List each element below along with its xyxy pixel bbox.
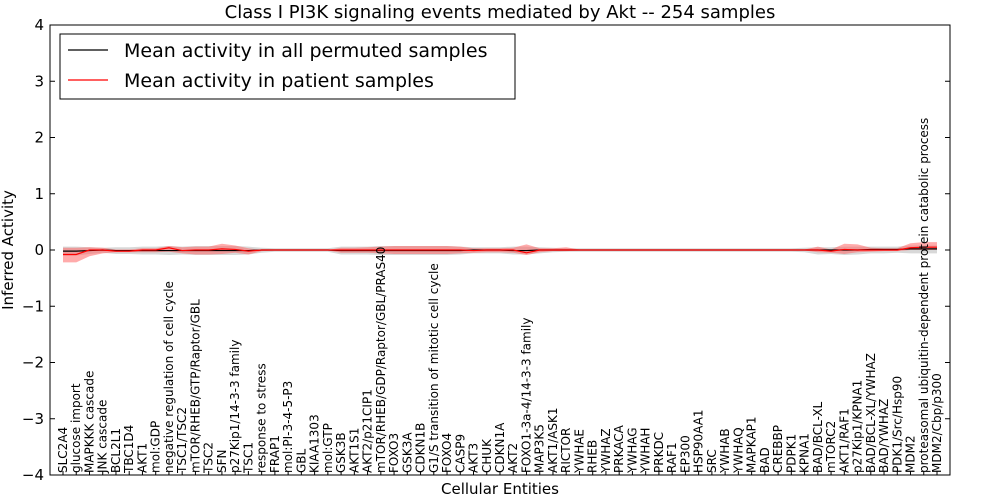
chart-title: Class I PI3K signaling events mediated b… [225,2,776,23]
x-tick-label: PRKDC [652,432,666,473]
x-tick-label: p27Kip1/KPNA1 [851,380,865,473]
x-tick-label: mTOR/RHEB/GTP/Raptor/GBL [188,299,202,473]
x-tick-label: CDKN1A [493,422,507,473]
y-tick-label: 1 [34,185,44,203]
x-tick-label: JNK cascade [96,400,110,474]
x-tick-label: KIAA1303 [308,414,322,473]
x-axis-tick-labels: SLC2A4 glucose import MAPKKK cascade JNK ca… [56,118,944,475]
x-tick-label: BAD/YWHAZ [877,399,891,473]
x-tick-label: SFN [215,450,229,474]
x-tick-label: MAPKKK cascade [82,371,96,473]
x-tick-label: CDKN1B [414,423,428,473]
x-tick-label: SRC [705,449,719,473]
x-tick-label: YWHAH [639,428,653,474]
x-tick-label: MDM2 [904,435,918,473]
x-tick-label: RHEB [586,440,600,473]
x-tick-label: p27Kip1/14-3-3 family [228,340,242,473]
x-tick-label: MAPKAP1 [745,416,759,473]
y-tick-label: −3 [22,410,44,428]
x-tick-label: FRAP1 [268,435,282,473]
x-tick-label: FOXO3 [387,433,401,473]
x-tick-label: FOXO1-3a-4/14-3-3 family [519,318,533,474]
y-axis: −4 −3 −2 −1 0 1 2 3 4 [22,16,950,484]
x-tick-label: MDM2/Cbp/p300 [930,373,944,473]
x-tick-label: GBL [294,448,308,473]
x-tick-label: EP300 [678,435,692,473]
x-tick-label: AKT3 [467,443,481,473]
series-line-2 [63,246,937,256]
y-tick-label: −1 [22,297,44,315]
series-lines [63,246,937,256]
x-tick-label: CHUK [480,438,494,473]
x-tick-label: CREBBP [771,425,785,473]
x-tick-label: YWHAB [718,428,732,474]
y-tick-label: −2 [22,354,44,372]
x-tick-label: KPNA1 [798,433,812,473]
x-tick-label: PDK1/Src/Hsp90 [890,376,904,473]
x-tick-label: AKT2/p21CIP1 [361,389,375,473]
legend-label-2: Mean activity in patient samples [124,70,434,92]
x-tick-label: CASP9 [453,434,467,473]
x-tick-label: FOXO4 [440,433,454,473]
x-tick-label: TSC1/TSC2 [175,407,189,474]
x-tick-label: BAD/BCL-XL [811,401,825,473]
y-tick-label: 2 [34,129,44,147]
x-tick-label: RICTOR [559,428,573,473]
y-tick-label: 4 [34,16,44,34]
x-tick-label: AKT1/RAF1 [837,408,851,473]
x-tick-label: mol:PI-3-4-5-P3 [281,381,295,473]
x-tick-label: mol:GTP [321,423,335,473]
x-tick-label: GSK3B [334,432,348,473]
x-tick-label: AKT1S1 [347,428,361,473]
y-tick-label: −4 [22,466,44,484]
series-band-2 [63,242,937,263]
x-tick-label: BAD/BCL-XL/YWHAZ [864,353,878,473]
y-axis-label: Inferred Activity [0,190,17,310]
x-tick-label: G1/S transition of mitotic cell cycle [427,263,441,473]
x-axis-label: Cellular Entities [441,480,559,498]
legend-label-1: Mean activity in all permuted samples [124,40,487,62]
y-tick-label: 0 [34,241,44,259]
series-bands [63,242,937,263]
x-tick-label: SLC2A4 [56,427,70,473]
x-tick-label: YWHAZ [599,428,613,474]
x-tick-label: response to stress [255,363,269,473]
x-tick-label: BAD [758,447,772,473]
x-tick-label: mTORC2 [824,421,838,473]
x-tick-label: GSK3A [400,432,414,473]
x-tick-label: TSC1 [241,442,255,474]
x-tick-label: YWHAE [572,429,586,474]
x-tick-label: TBC1D4 [122,425,136,474]
x-tick-label: proteasomal ubiquitin-dependent protein … [917,118,931,473]
x-tick-label: RAF1 [665,442,679,473]
x-tick-label: YWHAG [625,427,639,474]
x-tick-label: AKT1 [135,443,149,473]
x-tick-label: BCL2L1 [109,428,123,473]
x-tick-label: AKT2 [506,443,520,473]
x-tick-label: PDPK1 [784,434,798,473]
y-tick-label: 3 [34,72,44,90]
x-tick-label: YWHAQ [731,427,745,474]
x-tick-label: PRKACA [612,424,626,473]
legend: Mean activity in all permuted samples Mea… [59,33,516,100]
x-tick-label: MAP3K5 [533,424,547,473]
x-tick-label: negative regulation of cell cycle [162,281,176,473]
x-tick-label: TSC2 [202,442,216,474]
x-tick-label: mol:GDP [149,421,163,473]
x-tick-label: HSP90AA1 [692,409,706,473]
x-tick-label: mTOR/RHEB/GDP/Raptor/GBL/PRAS40 [374,247,388,473]
legend-box [59,33,516,100]
x-tick-label: glucose import [69,383,83,473]
x-tick-label: AKT1/ASK1 [546,408,560,473]
